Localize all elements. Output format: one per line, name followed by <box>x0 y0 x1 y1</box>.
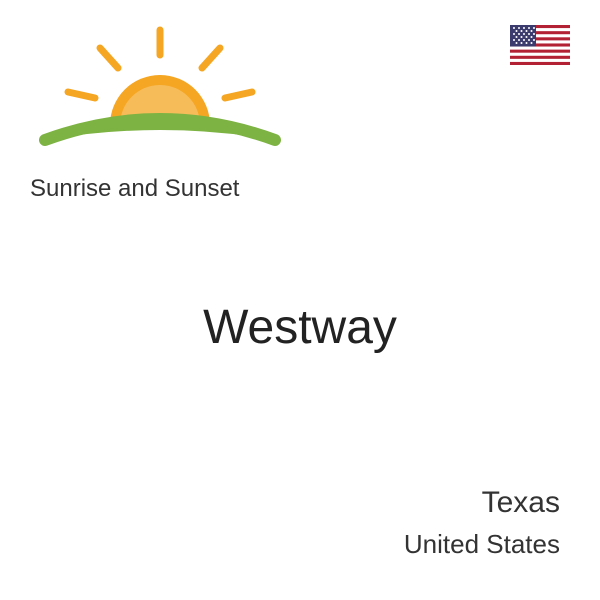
tagline: Sunrise and Sunset <box>30 175 239 203</box>
city-name: Westway <box>0 300 600 355</box>
flag-usa <box>510 25 570 65</box>
sunrise-icon <box>30 20 290 170</box>
region-name: Texas <box>482 486 560 520</box>
logo <box>30 20 290 170</box>
usa-flag-icon <box>510 25 570 65</box>
country-name: United States <box>404 529 560 560</box>
